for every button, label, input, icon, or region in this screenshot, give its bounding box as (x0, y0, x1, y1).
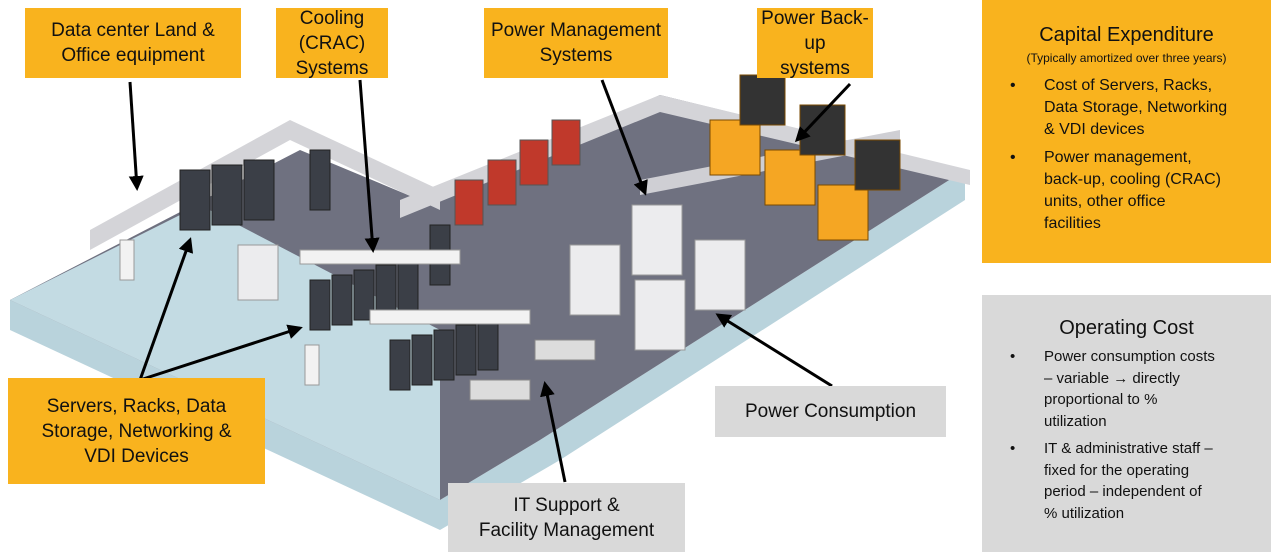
label-line: Storage, Networking & (41, 419, 231, 444)
bullet-line: units, other office (1044, 191, 1271, 213)
bullet-line: – variable → directly (1044, 368, 1271, 390)
bullet-line: Cost of Servers, Racks, (1044, 75, 1271, 97)
label-line: Power Consumption (745, 399, 916, 424)
bullet-line: period – independent of (1044, 481, 1271, 503)
bullet-line: & VDI devices (1044, 119, 1271, 141)
capex-subtitle: (Typically amortized over three years) (982, 51, 1271, 65)
capex-list: Cost of Servers, Racks,Data Storage, Net… (982, 75, 1271, 235)
bullet-item: IT & administrative staff –fixed for the… (1044, 438, 1271, 524)
bullet-line: IT & administrative staff – (1044, 438, 1271, 460)
bullet-line: utilization (1044, 411, 1271, 433)
bullet-line: Data Storage, Networking (1044, 97, 1271, 119)
label-line: Servers, Racks, Data (47, 394, 227, 419)
bullet-item: Power consumption costs– variable → dire… (1044, 346, 1271, 432)
capex-box: Capital Expenditure (Typically amortized… (982, 0, 1271, 263)
bullet-line: Power consumption costs (1044, 346, 1271, 368)
opex-list: Power consumption costs– variable → dire… (982, 346, 1271, 524)
label-line: Power Management (491, 18, 661, 43)
bullet-line: proportional to % (1044, 389, 1271, 411)
bullet-line: back-up, cooling (CRAC) (1044, 169, 1271, 191)
capex-title: Capital Expenditure (982, 24, 1271, 47)
label-box: Power Consumption (715, 386, 946, 437)
label-line: Systems (296, 56, 369, 81)
label-box: Cooling (CRAC)Systems (276, 8, 388, 78)
opex-box: Operating Cost Power consumption costs– … (982, 295, 1271, 552)
label-box: IT Support &Facility Management (448, 483, 685, 552)
label-line: Facility Management (479, 518, 654, 543)
label-line: Power Back-up (757, 6, 873, 56)
bullet-item: Cost of Servers, Racks,Data Storage, Net… (1044, 75, 1271, 141)
label-line: Office equipment (61, 43, 204, 68)
label-line: systems (780, 56, 850, 81)
label-line: Cooling (CRAC) (276, 6, 388, 56)
bullet-line: Power management, (1044, 147, 1271, 169)
bullet-line: % utilization (1044, 503, 1271, 525)
opex-title: Operating Cost (982, 317, 1271, 340)
label-line: Systems (540, 43, 613, 68)
label-line: IT Support & (513, 493, 619, 518)
bullet-line: facilities (1044, 213, 1271, 235)
label-line: Data center Land & (51, 18, 215, 43)
label-line: VDI Devices (84, 444, 189, 469)
label-box: Data center Land &Office equipment (25, 8, 241, 78)
bullet-line: fixed for the operating (1044, 460, 1271, 482)
page: Data center Land &Office equipment Coolin… (0, 0, 1271, 552)
bullet-item: Power management,back-up, cooling (CRAC)… (1044, 147, 1271, 235)
